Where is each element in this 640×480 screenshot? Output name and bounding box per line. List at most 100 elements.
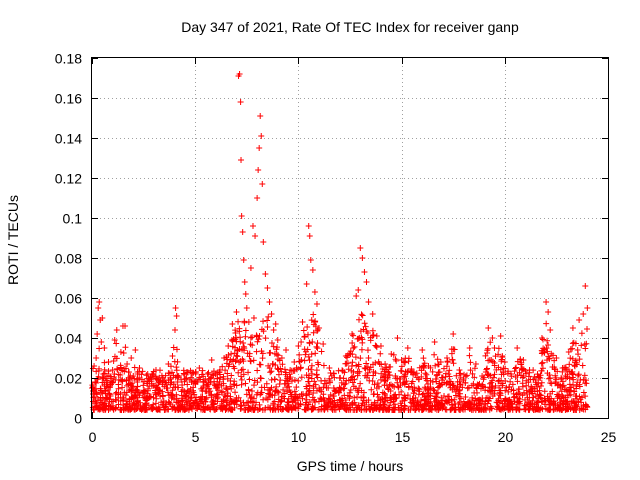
data-point	[309, 339, 316, 346]
data-point	[221, 355, 228, 361]
data-point	[358, 394, 365, 401]
data-point	[575, 371, 582, 378]
data-point	[329, 398, 336, 405]
data-point	[164, 389, 171, 396]
data-point	[374, 391, 381, 398]
data-point	[490, 374, 497, 381]
data-point	[258, 133, 265, 139]
data-point	[566, 361, 573, 368]
data-point	[205, 369, 212, 376]
data-point	[519, 374, 526, 381]
data-point	[139, 390, 146, 397]
data-point	[290, 367, 297, 374]
data-point	[521, 396, 528, 403]
data-point	[257, 361, 264, 368]
data-point	[492, 382, 499, 389]
data-point	[144, 371, 151, 377]
data-point	[496, 389, 503, 396]
data-point	[390, 398, 397, 405]
data-point	[416, 364, 423, 371]
data-point	[573, 383, 580, 390]
data-point	[488, 405, 495, 412]
x-tick-label: 15	[395, 429, 411, 445]
data-point	[268, 339, 275, 346]
data-point	[437, 382, 444, 389]
data-point	[147, 393, 154, 400]
data-point	[499, 354, 506, 361]
data-point	[520, 357, 527, 363]
data-point	[410, 369, 417, 375]
data-point	[558, 406, 565, 413]
data-point	[247, 265, 254, 271]
data-point	[453, 372, 460, 379]
data-point	[538, 360, 545, 367]
data-point	[226, 361, 233, 368]
data-point	[373, 405, 380, 412]
data-point	[449, 356, 456, 363]
data-point	[232, 358, 239, 365]
data-point	[424, 387, 431, 394]
data-point	[234, 347, 241, 354]
data-point	[580, 311, 587, 317]
data-point	[572, 393, 579, 400]
data-point	[341, 385, 348, 392]
data-point	[204, 381, 211, 388]
data-point	[485, 325, 492, 331]
data-point	[420, 390, 427, 397]
data-point	[422, 375, 429, 382]
data-point	[398, 363, 405, 370]
data-point	[310, 405, 317, 412]
data-point	[382, 394, 389, 401]
data-point	[312, 399, 319, 406]
data-point	[124, 403, 131, 410]
data-point	[175, 373, 182, 379]
data-point	[253, 391, 260, 398]
data-point	[313, 343, 320, 350]
data-point	[488, 379, 495, 386]
data-point	[432, 362, 439, 369]
data-point	[194, 400, 201, 407]
data-point	[431, 339, 438, 345]
data-point	[549, 364, 556, 371]
data-point	[260, 239, 267, 245]
data-point	[337, 386, 344, 393]
data-point	[336, 375, 343, 381]
data-point	[421, 360, 428, 367]
data-point	[316, 325, 323, 331]
data-point	[245, 387, 252, 394]
data-point	[229, 406, 236, 413]
data-point	[537, 372, 544, 379]
data-point	[160, 402, 167, 409]
data-point	[569, 355, 576, 362]
data-point	[141, 378, 148, 385]
data-point	[115, 377, 122, 383]
data-point	[580, 389, 587, 396]
data-point	[210, 368, 217, 375]
data-point	[306, 391, 313, 398]
data-point	[260, 318, 267, 325]
data-point	[228, 372, 235, 379]
data-point	[280, 386, 287, 393]
data-point	[170, 372, 177, 379]
data-point	[456, 378, 463, 385]
data-point	[545, 375, 552, 382]
data-point	[233, 338, 240, 345]
data-point	[479, 373, 486, 379]
data-point	[192, 379, 199, 385]
data-point	[242, 380, 249, 387]
data-point	[231, 378, 238, 385]
data-point	[245, 319, 252, 325]
data-point	[400, 374, 407, 381]
data-point	[583, 340, 590, 347]
data-point	[242, 291, 249, 297]
data-point	[312, 323, 319, 330]
data-point	[384, 368, 391, 375]
data-point	[379, 374, 386, 381]
data-point	[526, 389, 533, 396]
data-point	[214, 375, 221, 382]
data-point	[416, 386, 423, 393]
data-point	[253, 348, 260, 355]
data-point	[165, 361, 172, 367]
data-point	[310, 383, 317, 390]
data-point	[172, 327, 178, 334]
